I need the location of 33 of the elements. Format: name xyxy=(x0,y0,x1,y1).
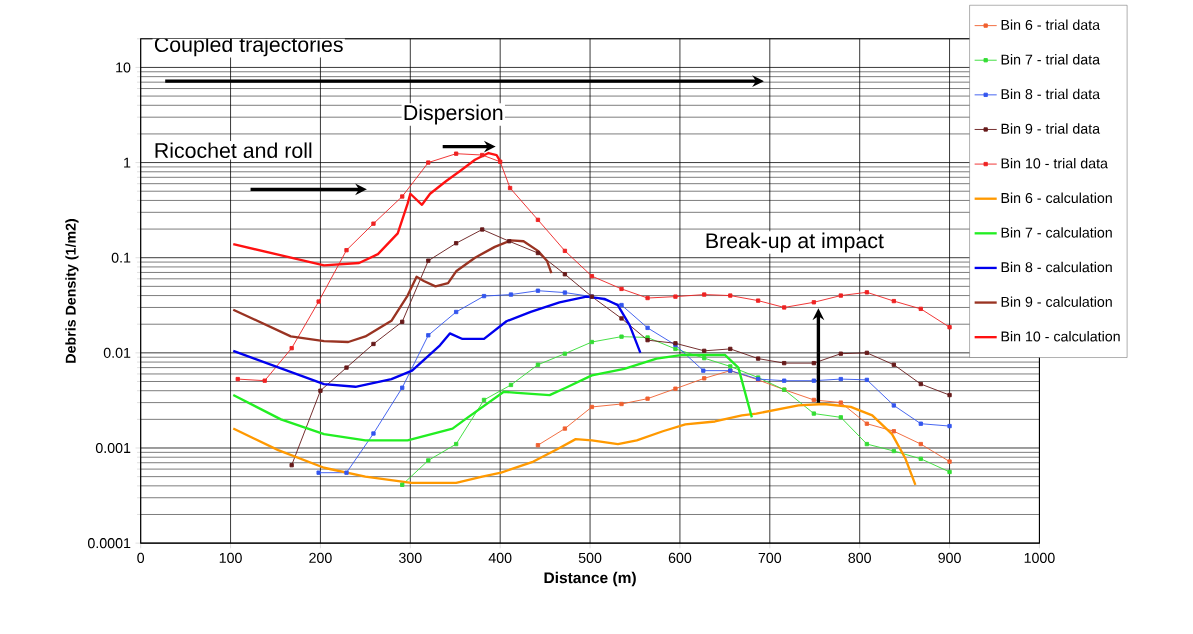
x-tick-label: 0 xyxy=(137,552,145,563)
y-tick-label: 10 xyxy=(116,62,131,73)
legend-label: Bin 8 - trial data xyxy=(1001,88,1101,100)
y-tick-label: 1 xyxy=(124,157,131,168)
y-tick-label: 0.001 xyxy=(95,442,131,453)
x-tick-label: 300 xyxy=(398,552,422,563)
x-tick-label: 100 xyxy=(219,552,242,563)
legend-label: Bin 6 - calculation xyxy=(1001,192,1112,203)
legend-label: Bin 7 - trial data xyxy=(1001,53,1101,65)
y-tick-label: 0.0001 xyxy=(87,537,131,549)
legend-label: Bin 7 - calculation xyxy=(1001,227,1112,238)
legend-label: Bin 9 - trial data xyxy=(1001,123,1101,134)
x-tick-label: 700 xyxy=(758,552,782,563)
y-tick-label: 0.01 xyxy=(103,347,131,358)
x-axis-title: Distance (m) xyxy=(544,571,636,587)
x-tick-label: 600 xyxy=(668,552,692,563)
x-tick-label: 200 xyxy=(309,552,332,563)
x-tick-label: 500 xyxy=(578,552,602,563)
legend-label: Bin 8 - calculation xyxy=(1001,261,1112,273)
y-axis-title: Debris Density (1/m2) xyxy=(65,218,79,363)
legend-label: Bin 10 - calculation xyxy=(1001,330,1120,342)
legend-label: Bin 6 - trial data xyxy=(1001,19,1101,30)
legend-label: Bin 10 - trial data xyxy=(1001,157,1108,169)
annotation: Ricochet and roll xyxy=(155,142,312,158)
legend-label: Bin 9 - calculation xyxy=(1001,296,1112,307)
x-tick-label: 900 xyxy=(938,552,961,563)
x-tick-label: 800 xyxy=(848,552,871,563)
x-tick-label: 1000 xyxy=(1024,552,1055,563)
x-tick-label: 400 xyxy=(488,552,512,563)
annotation: Coupled trajectories xyxy=(154,36,343,57)
y-tick-label: 0.1 xyxy=(111,252,131,263)
annotation: Dispersion xyxy=(404,104,503,125)
annotation: Break-up at impact xyxy=(706,232,884,253)
